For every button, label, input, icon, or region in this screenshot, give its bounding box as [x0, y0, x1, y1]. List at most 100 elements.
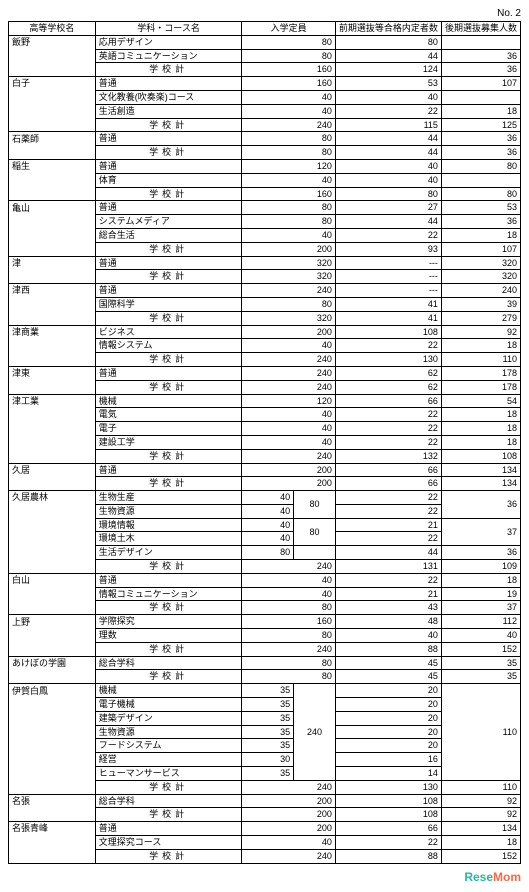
course-cell: 環境情報 [95, 518, 242, 532]
course-cell: 学校計 [95, 187, 242, 201]
capacity-cell: 40 [242, 408, 336, 422]
school-cell: 津東 [9, 366, 96, 380]
recruit-cell: 178 [441, 366, 520, 380]
course-cell: 機械 [95, 394, 242, 408]
course-cell: 普通 [95, 159, 242, 173]
school-cell [9, 339, 96, 353]
brand-rese: Rese [464, 870, 493, 884]
recruit-cell [441, 35, 520, 49]
recruit-cell: 18 [441, 339, 520, 353]
table-row: 文化教養(吹奏楽)コース4040 [9, 90, 521, 104]
pass-cell: 53 [335, 77, 441, 91]
school-cell: 白山 [9, 573, 96, 587]
recruit-cell: 36 [441, 49, 520, 63]
pass-cell: 22 [335, 491, 441, 505]
school-cell: 稲生 [9, 159, 96, 173]
school-cell: あけぼの学園 [9, 656, 96, 670]
course-cell: 普通 [95, 77, 242, 91]
table-row: 学校計32041279 [9, 311, 521, 325]
course-cell: 学校計 [95, 353, 242, 367]
capacity-cell: 35 [242, 767, 294, 781]
school-cell [9, 270, 96, 284]
recruit-cell: 109 [441, 560, 520, 574]
capacity-cell: 40 [242, 104, 336, 118]
school-cell [9, 311, 96, 325]
course-cell: 生物生産 [95, 491, 242, 505]
recruit-cell: 37 [441, 601, 520, 615]
recruit-cell: 107 [441, 242, 520, 256]
course-cell: 国際科学 [95, 297, 242, 311]
table-row: 学校計20093107 [9, 242, 521, 256]
school-cell [9, 587, 96, 601]
course-cell: 総合生活 [95, 228, 242, 242]
capacity-cell: 200 [242, 463, 336, 477]
school-cell [9, 435, 96, 449]
table-row: 伊賀白鳳機械3524020110 [9, 684, 521, 698]
school-cell [9, 187, 96, 201]
capacity-cell: 80 [242, 49, 336, 63]
pass-cell: 40 [335, 90, 441, 104]
capacity-cell: 80 [242, 670, 336, 684]
course-cell: 普通 [95, 201, 242, 215]
course-cell: 生物資源 [95, 725, 242, 739]
recruit-cell: 178 [441, 380, 520, 394]
course-cell: 情報システム [95, 339, 242, 353]
school-cell: 名張 [9, 794, 96, 808]
table-row: 学校計804436 [9, 146, 521, 160]
course-cell: 普通 [95, 132, 242, 146]
pass-cell: 62 [335, 366, 441, 380]
course-cell: 学校計 [95, 270, 242, 284]
capacity-cell: 240 [242, 380, 336, 394]
recruit-cell: 18 [441, 228, 520, 242]
table-row: 学校計804535 [9, 670, 521, 684]
table-row: 学校計20066134 [9, 477, 521, 491]
pass-cell: 22 [335, 836, 441, 850]
table-row: 久居農林生物生産40802236 [9, 491, 521, 505]
course-cell: 応用デザイン [95, 35, 242, 49]
table-row: 学校計16012436 [9, 63, 521, 77]
table-row: 電気402218 [9, 408, 521, 422]
pass-cell: 124 [335, 63, 441, 77]
capacity-cell: 35 [242, 739, 294, 753]
table-row: 白子普通16053107 [9, 77, 521, 91]
pass-cell: 48 [335, 615, 441, 629]
course-cell: 経営 [95, 753, 242, 767]
pass-cell: --- [335, 284, 441, 298]
recruit-cell: 134 [441, 822, 520, 836]
course-cell: 文理探究コース [95, 836, 242, 850]
capacity-cell: 200 [242, 794, 336, 808]
school-cell [9, 518, 96, 532]
school-cell [9, 146, 96, 160]
table-row: 学校計804337 [9, 601, 521, 615]
pass-cell: 22 [335, 435, 441, 449]
school-cell: 津西 [9, 284, 96, 298]
course-cell: 普通 [95, 822, 242, 836]
pass-cell: 41 [335, 311, 441, 325]
pass-cell: 44 [335, 146, 441, 160]
school-cell: 伊賀白鳳 [9, 684, 96, 698]
capacity-cell: 30 [242, 753, 294, 767]
course-cell: ヒューマンサービス [95, 767, 242, 781]
course-cell: 学校計 [95, 780, 242, 794]
recruit-cell: 240 [441, 284, 520, 298]
recruit-cell: 19 [441, 587, 520, 601]
school-cell [9, 228, 96, 242]
brand-mom: Mom [493, 870, 521, 884]
pass-cell: 14 [335, 767, 441, 781]
table-row: システムメディア804436 [9, 215, 521, 229]
recruit-cell: 54 [441, 394, 520, 408]
table-row: 学校計240131109 [9, 560, 521, 574]
table-row: 総合生活402218 [9, 228, 521, 242]
capacity-cell: 80 [242, 546, 294, 560]
recruit-cell: 80 [441, 187, 520, 201]
pass-cell: 22 [335, 228, 441, 242]
table-row: 学校計240132108 [9, 449, 521, 463]
pass-cell: 88 [335, 849, 441, 863]
course-cell: 文化教養(吹奏楽)コース [95, 90, 242, 104]
capacity-cell: 320 [242, 270, 336, 284]
capacity-cell: 200 [242, 822, 336, 836]
table-row: 白山普通402218 [9, 573, 521, 587]
capacity-cell: 80 [242, 132, 336, 146]
capacity-cell: 160 [242, 615, 336, 629]
pass-cell: 44 [335, 215, 441, 229]
